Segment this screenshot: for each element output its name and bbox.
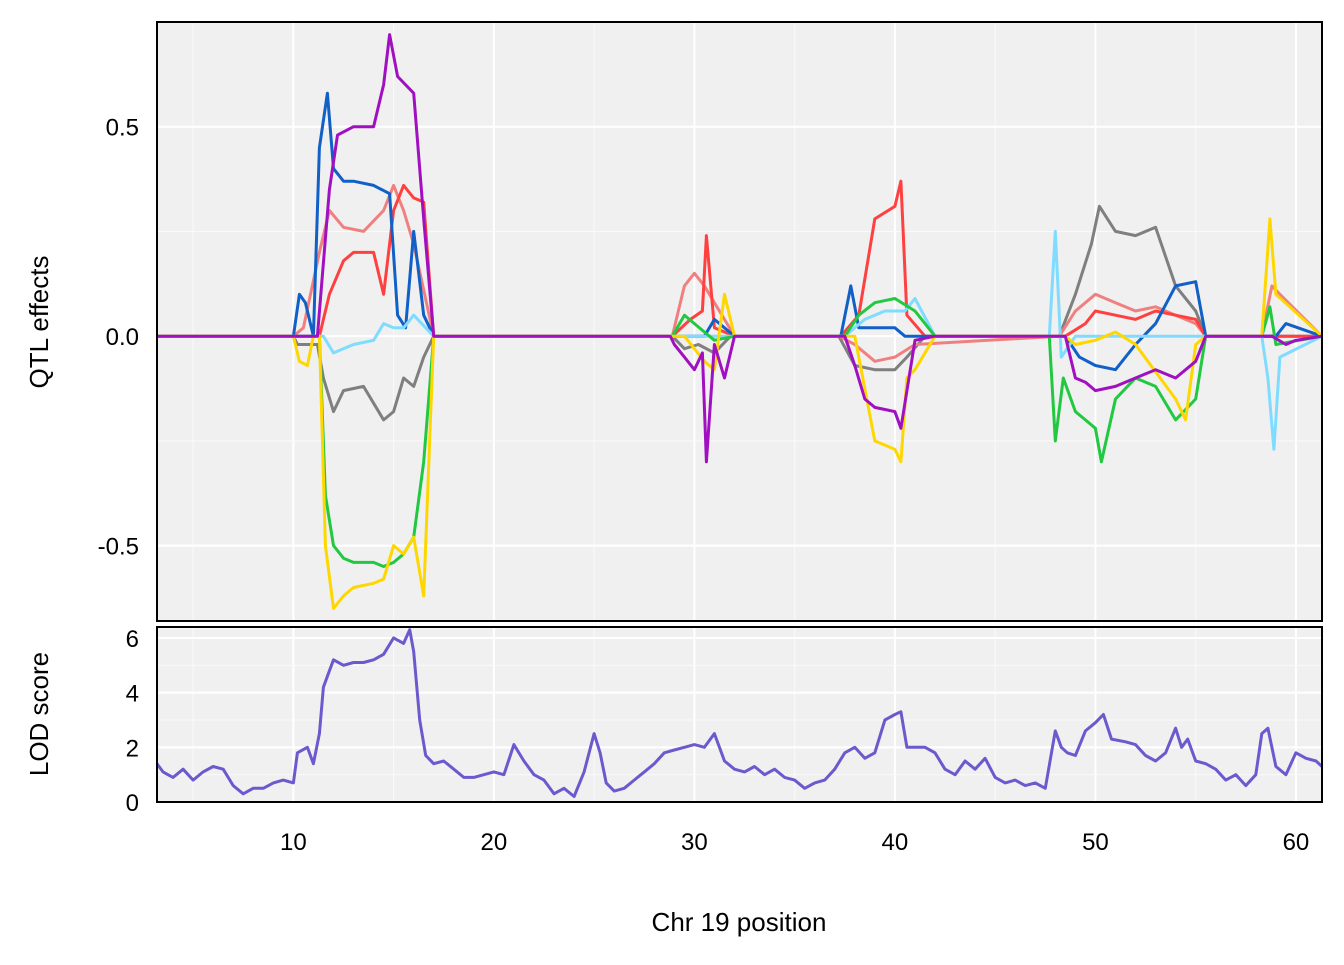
effects-series-group [157,33,1324,610]
lod-x-tick-labels: 10 20 30 40 50 60 [280,829,1309,856]
effects-y-tick-label: 0.0 [106,324,139,351]
effects-gridlines [157,22,1322,621]
lod-series-group [155,628,1324,798]
lod-y-tick-labels: 0 2 4 6 [126,626,139,817]
x-tick-label: 40 [882,829,909,856]
effects-panel-background [157,22,1322,621]
lod-y-tick-label: 4 [126,681,139,708]
x-tick-label: 60 [1283,829,1310,856]
lod-series-line-0 [155,628,1324,798]
effects-panel: -0.5 0.0 0.5 QTL effects [24,21,1324,622]
effects-series-line-6 [157,217,1324,610]
lod-y-tick-label: 6 [126,626,139,653]
effects-series-line-2 [157,179,1322,338]
lod-panel-border [156,626,1323,803]
effects-series-line-3 [157,91,1323,372]
lod-y-tick-label: 0 [126,790,139,817]
effects-series-line-5 [157,297,1323,568]
effects-y-tick-labels: -0.5 0.0 0.5 [98,115,139,561]
effects-y-tick-label: 0.5 [106,115,139,142]
x-tick-label: 10 [280,829,307,856]
effects-y-axis-label: QTL effects [24,256,54,389]
lod-y-axis-label: LOD score [24,652,54,776]
x-tick-label: 50 [1082,829,1109,856]
x-tick-label: 30 [681,829,708,856]
lod-panel: 0 2 4 6 10 20 30 40 50 60 LOD score Chr 19 posit… [24,626,1324,937]
lod-panel-background [157,627,1322,802]
effects-panel-border [156,21,1323,622]
x-axis-label: Chr 19 position [652,907,827,937]
effects-series-line-7 [157,33,1323,464]
lod-y-tick-label: 2 [126,735,139,762]
x-tick-label: 20 [481,829,508,856]
effects-y-tick-label: -0.5 [98,534,139,561]
